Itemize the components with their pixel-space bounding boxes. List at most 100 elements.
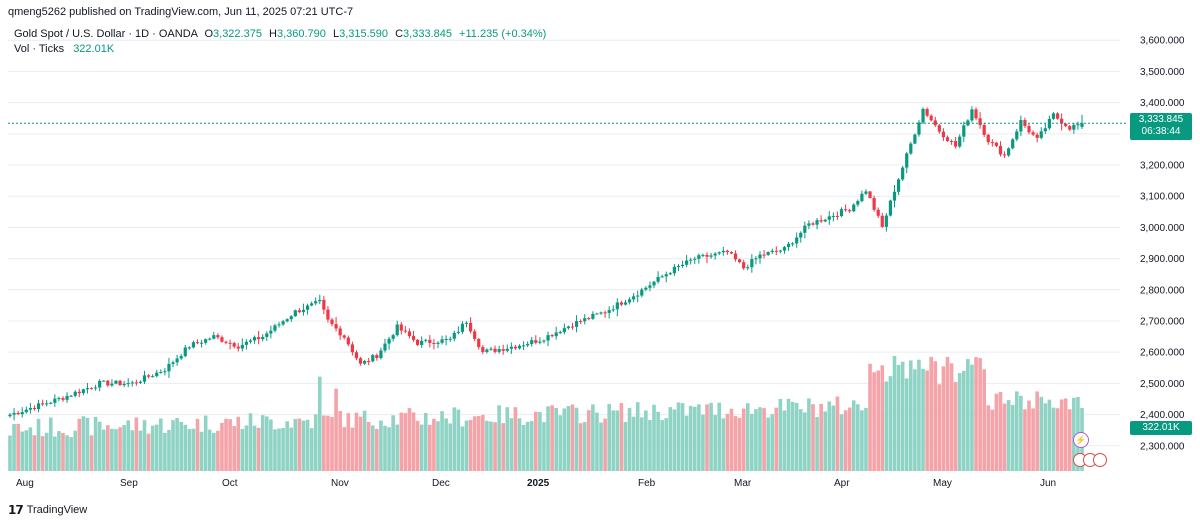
volume-bar xyxy=(664,418,669,471)
candle-body xyxy=(208,338,212,340)
candle-body xyxy=(477,338,481,348)
candle-body xyxy=(93,387,98,389)
candle-body xyxy=(130,382,134,384)
candle-body xyxy=(595,313,599,315)
candle-body xyxy=(872,197,876,210)
volume-bar xyxy=(713,415,717,471)
volume-bar xyxy=(737,418,742,471)
volume-bar xyxy=(16,423,20,471)
candle-body xyxy=(982,125,986,135)
candle-body xyxy=(1043,128,1047,132)
x-tick-label: Feb xyxy=(638,478,656,489)
volume-bar xyxy=(493,422,497,471)
volume-bar xyxy=(375,428,379,471)
candle-body xyxy=(367,360,371,362)
candle-body xyxy=(750,259,754,268)
candle-body xyxy=(73,391,77,396)
candle-body xyxy=(45,403,49,405)
volume-bar xyxy=(668,407,673,471)
candle-body xyxy=(411,336,416,340)
candle-body xyxy=(766,251,770,256)
volume-bar xyxy=(126,420,131,471)
candle-body xyxy=(501,349,505,351)
volume-bar xyxy=(860,410,864,471)
x-tick-label: May xyxy=(933,478,952,489)
candle-body xyxy=(538,341,542,343)
candle-body xyxy=(183,347,187,357)
volume-bar xyxy=(631,416,636,471)
candle-body xyxy=(962,125,966,137)
candle-body xyxy=(41,403,45,405)
y-tick-label: 2,300.000 xyxy=(1140,441,1185,452)
volume-bar xyxy=(199,431,204,471)
candle-body xyxy=(513,346,518,349)
candle-body xyxy=(110,383,114,386)
volume-bar xyxy=(464,420,469,471)
volume-bar xyxy=(774,407,779,471)
volume-bar xyxy=(36,418,41,471)
candle-body xyxy=(697,255,701,259)
candle-body xyxy=(778,250,782,252)
candle-body xyxy=(721,250,725,253)
volume-bar xyxy=(130,430,135,471)
volume-bar xyxy=(48,417,53,471)
candle-body xyxy=(436,342,440,344)
candle-body xyxy=(738,259,742,263)
volume-bar xyxy=(864,407,868,471)
volume-bar xyxy=(570,404,575,471)
volume-bar xyxy=(415,420,420,471)
symbol-legend: Gold Spot / U.S. Dollar · 1D · OANDA O3,… xyxy=(14,28,547,40)
candle-body xyxy=(212,335,216,339)
candle-body xyxy=(257,337,261,340)
candle-body xyxy=(16,412,20,415)
symbol-title[interactable]: Gold Spot / U.S. Dollar · 1D · OANDA xyxy=(14,28,198,40)
candle-body xyxy=(632,296,636,300)
candle-body xyxy=(460,323,465,332)
candle-body xyxy=(534,340,538,343)
candle-body xyxy=(921,108,925,123)
volume-bar xyxy=(998,392,1003,471)
candle-body xyxy=(860,193,864,202)
tradingview-brand[interactable]: 𝟭𝟳 TradingView xyxy=(8,503,87,517)
volume-bar xyxy=(831,405,836,471)
volume-bar xyxy=(167,429,171,471)
candle-body xyxy=(803,225,807,233)
candle-body xyxy=(599,312,603,314)
volume-bar xyxy=(342,427,347,471)
candle-body xyxy=(391,335,395,339)
volume-bar xyxy=(701,414,705,471)
volume-bar xyxy=(978,358,982,471)
lightning-event-icon[interactable]: ⚡ xyxy=(1073,432,1089,448)
candle-body xyxy=(933,120,937,126)
y-tick-label: 3,500.000 xyxy=(1140,67,1185,78)
volume-bar xyxy=(798,409,803,471)
volume-bar xyxy=(513,407,518,471)
candle-body xyxy=(322,299,326,310)
volume-bar xyxy=(888,376,893,471)
volume-label[interactable]: Vol · Ticks xyxy=(14,43,65,55)
candle-body xyxy=(795,237,799,244)
volume-bar xyxy=(330,417,334,471)
volume-bar xyxy=(790,401,795,471)
candle-body xyxy=(24,409,28,413)
us-flag-event-icon[interactable] xyxy=(1093,453,1107,467)
candle-body xyxy=(570,326,575,328)
volume-bar xyxy=(754,409,758,471)
volume-bar xyxy=(635,402,640,471)
volume-bar xyxy=(142,420,147,471)
volume-bar xyxy=(171,420,175,471)
candle-body xyxy=(990,142,994,144)
candle-body xyxy=(403,330,407,332)
volume-bar xyxy=(183,424,188,471)
candle-body xyxy=(839,209,844,217)
candle-body xyxy=(945,137,950,141)
candle-body xyxy=(505,348,509,351)
candle-body xyxy=(591,313,595,319)
candle-body xyxy=(383,343,387,351)
candle-body xyxy=(660,276,664,278)
candle-body xyxy=(636,295,640,297)
volume-bar xyxy=(236,416,241,471)
candle-body xyxy=(807,223,811,226)
volume-bar xyxy=(607,403,611,471)
